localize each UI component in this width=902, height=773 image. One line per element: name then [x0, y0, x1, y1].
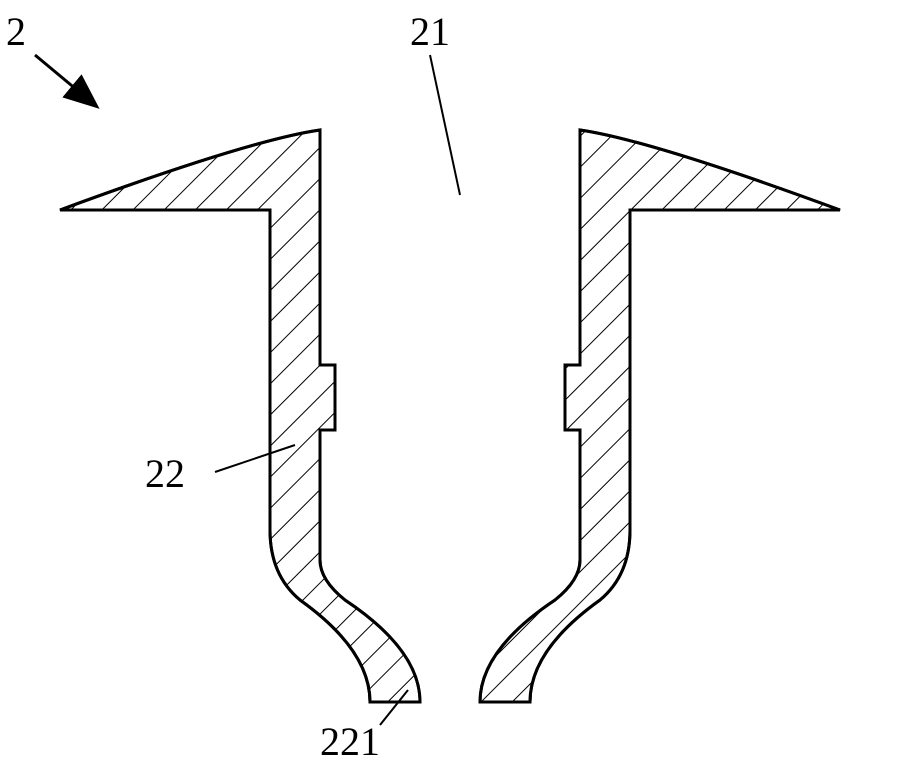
label-21: 21	[410, 8, 450, 55]
label-assembly: 2	[6, 8, 26, 55]
arrow-2	[35, 55, 95, 105]
section-outline-left	[60, 130, 420, 702]
section-outline-right	[480, 130, 840, 702]
section-body	[60, 130, 840, 702]
label-221: 221	[320, 718, 380, 765]
label-22: 22	[145, 450, 185, 497]
leader-21	[430, 55, 460, 195]
cross-section-diagram	[0, 0, 902, 773]
